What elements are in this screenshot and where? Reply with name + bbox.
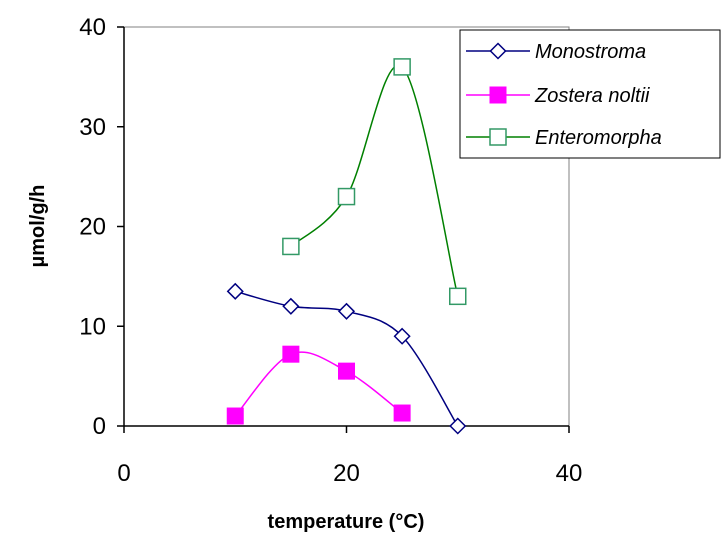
- series-line-enteromorpha: [290, 64, 459, 297]
- y-tick-label: 10: [79, 313, 106, 340]
- legend: Monostroma Zostera noltii Enteromorpha: [459, 29, 721, 159]
- data-point-monostroma: [282, 297, 300, 315]
- data-point-zostera-noltii: [282, 345, 300, 363]
- data-point-monostroma: [393, 327, 411, 345]
- data-point-enteromorpha: [337, 187, 356, 206]
- series-enteromorpha: [282, 58, 467, 306]
- y-tick-label: 0: [93, 413, 106, 440]
- data-point-enteromorpha: [282, 237, 300, 256]
- data-point-zostera-noltii: [393, 404, 411, 422]
- legend-marker-enteromorpha: [489, 128, 507, 146]
- axis-ticks: 0 10 20 30 40 0 20 40: [79, 14, 582, 487]
- data-point-monostroma: [226, 282, 244, 300]
- data-point-zostera-noltii: [338, 362, 355, 380]
- y-tick-label: 30: [79, 114, 106, 141]
- data-point-monostroma: [337, 302, 356, 320]
- legend-label-enteromorpha: Enteromorpha: [535, 127, 662, 149]
- y-tick-label: 40: [79, 14, 106, 41]
- x-tick-label: 0: [117, 460, 130, 487]
- series-zostera-noltii: [226, 345, 411, 425]
- series-line-zostera-noltii: [234, 351, 403, 417]
- x-axis-title: temperature (°C): [268, 511, 425, 533]
- data-point-enteromorpha: [449, 287, 467, 306]
- data-point-monostroma: [449, 417, 467, 435]
- x-tick-label: 20: [333, 460, 360, 487]
- data-point-enteromorpha: [393, 58, 411, 76]
- legend-label-monostroma: Monostroma: [535, 41, 646, 63]
- data-point-zostera-noltii: [226, 407, 244, 425]
- legend-label-zostera-noltii: Zostera noltii: [534, 85, 650, 107]
- y-tick-label: 20: [79, 214, 106, 241]
- legend-marker-monostroma: [489, 42, 507, 60]
- y-axis-title: µmol/g/h: [27, 185, 49, 268]
- legend-marker-zostera-noltii: [489, 86, 507, 104]
- series-monostroma: [226, 282, 467, 435]
- x-tick-label: 40: [556, 460, 583, 487]
- series-layer: [226, 58, 467, 435]
